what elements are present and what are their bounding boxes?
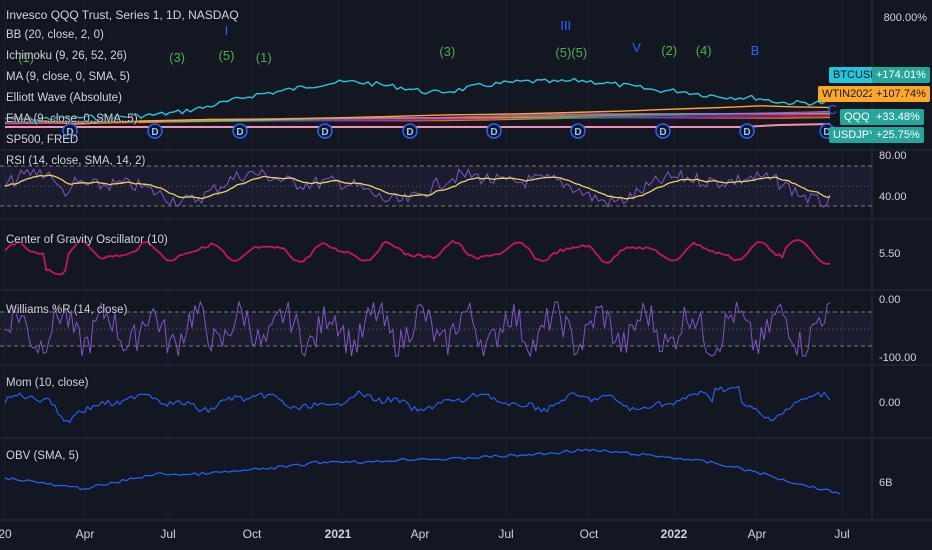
cog-pane-label[interactable]: Center of Gravity Oscillator (10) [6, 234, 168, 246]
dividend-marker-letter-9: D [823, 127, 830, 138]
dividend-marker-letter-5: D [490, 127, 497, 138]
dividend-marker-circle-8 [739, 123, 755, 139]
dividend-marker-letter-8: D [743, 127, 750, 138]
dividend-marker-6: D [570, 123, 586, 139]
indicator-bb[interactable]: BB (20, close, 2, 0) [6, 29, 104, 41]
legend-qqq-value: +33.48% [872, 109, 924, 125]
dividend-marker-0: D [62, 123, 78, 139]
dividend-marker-7: D [655, 123, 671, 139]
elliott-wave-label-0: (1) [18, 50, 34, 65]
time-tick-label-0: 20 [0, 527, 12, 541]
elliott-wave-label-3: (1) [256, 50, 272, 65]
dividend-marker-letter-1: D [151, 127, 158, 138]
dividend-marker-letter-7: D [659, 127, 666, 138]
dividend-marker-8: D [739, 123, 755, 139]
elliott-wave-label-6: III [560, 18, 571, 33]
willr-pane-label[interactable]: Williams %R (14, close) [6, 304, 128, 316]
time-tick-label-5: Apr [411, 527, 430, 541]
dividend-marker-letter-4: D [406, 127, 413, 138]
rsi-line [4, 167, 831, 209]
elliott-wave-label-4: I [225, 23, 229, 38]
dividend-marker-circle-3 [317, 123, 333, 139]
time-tick-label-4: 2021 [325, 527, 352, 541]
elliott-wave-label-5: (3) [439, 44, 455, 59]
elliott-wave-label-1: (3) [169, 50, 185, 65]
elliott-wave-label-9: (2) [661, 43, 677, 58]
btc-series-line [4, 77, 831, 122]
indicator-sp500[interactable]: SP500, FRED [6, 134, 79, 146]
rsi-tick-80: 80.00 [879, 150, 907, 162]
dividend-marker-4: D [402, 123, 418, 139]
chart-title: Invesco QQQ Trust, Series 1, 1D, NASDAQ [6, 8, 239, 22]
time-tick-label-6: Jul [498, 527, 513, 541]
obv-tick-6b: 6B [879, 477, 892, 489]
elliott-wave-label-10: (4) [696, 43, 712, 58]
dividend-marker-2: D [232, 123, 248, 139]
dividend-marker-letter-6: D [574, 127, 581, 138]
elliott-wave-label-12: C [828, 102, 837, 117]
elliott-wave-label-11: B [751, 43, 760, 58]
dividend-marker-circle-6 [570, 123, 586, 139]
dividend-marker-5: D [486, 123, 502, 139]
elliott-wave-label-7: (5)(5) [555, 45, 587, 60]
cog-tick-550: 5.50 [879, 248, 900, 260]
rsi-tick-40: 40.00 [879, 191, 907, 203]
dividend-marker-3: D [317, 123, 333, 139]
dividend-marker-letter-0: D [66, 127, 73, 138]
ma-line [5, 123, 831, 128]
legend-btcusd-value: +174.01% [872, 67, 930, 83]
time-tick-label-10: Jul [834, 527, 849, 541]
indicator-ema[interactable]: EMA (9, close, 0, SMA, 5) [6, 113, 138, 125]
cog-line [4, 239, 831, 276]
dividend-marker-circle-2 [232, 123, 248, 139]
legend-wti-name: WTIN2022 [818, 86, 879, 102]
price-tick-800: 800.00% [884, 12, 928, 24]
mom-pane-label[interactable]: Mom (10, close) [6, 377, 89, 389]
rsi-pane-label[interactable]: RSI (14, close, SMA, 14, 2) [6, 155, 146, 167]
dividend-marker-circle-1 [147, 123, 163, 139]
time-tick-label-1: Apr [76, 527, 95, 541]
legend-btcusd-name: BTCUSD [829, 67, 883, 83]
time-tick-label-9: Apr [748, 527, 767, 541]
indicator-ma[interactable]: MA (9, close, 0, SMA, 5) [6, 71, 130, 83]
rsi-ma-line [4, 174, 831, 200]
indicator-ichimoku[interactable]: Ichimoku (9, 26, 52, 26) [6, 50, 127, 62]
indicator-elliott[interactable]: Elliott Wave (Absolute) [6, 92, 122, 104]
wti-series-line [4, 105, 831, 125]
willr-line [4, 300, 831, 358]
legend-wti-value: +107.74% [872, 86, 930, 102]
elliott-wave-label-2: (5) [219, 48, 235, 63]
legend-usdjpy-name: USDJPY [829, 127, 881, 143]
time-tick-label-7: Oct [580, 527, 599, 541]
dividend-marker-circle-7 [655, 123, 671, 139]
legend-usdjpy-value: +25.75% [872, 127, 924, 143]
dividend-marker-1: D [147, 123, 163, 139]
legend-qqq-name: QQQ [840, 109, 874, 125]
dividend-marker-letter-3: D [321, 127, 328, 138]
time-tick-label-3: Oct [243, 527, 262, 541]
time-tick-label-2: Jul [160, 527, 175, 541]
dividend-marker-circle-4 [402, 123, 418, 139]
elliott-wave-label-8: V [632, 40, 641, 55]
obv-line [4, 448, 841, 495]
mom-tick-0: 0.00 [879, 397, 900, 409]
dividend-marker-circle-5 [486, 123, 502, 139]
obv-pane-label[interactable]: OBV (SMA, 5) [6, 450, 79, 462]
dividend-marker-circle-0 [62, 123, 78, 139]
willr-tick-0: 0.00 [879, 294, 900, 306]
time-tick-label-8: 2022 [661, 527, 688, 541]
mom-line [4, 385, 831, 424]
dividend-marker-letter-2: D [236, 127, 243, 138]
willr-tick-100: -100.00 [879, 352, 916, 364]
